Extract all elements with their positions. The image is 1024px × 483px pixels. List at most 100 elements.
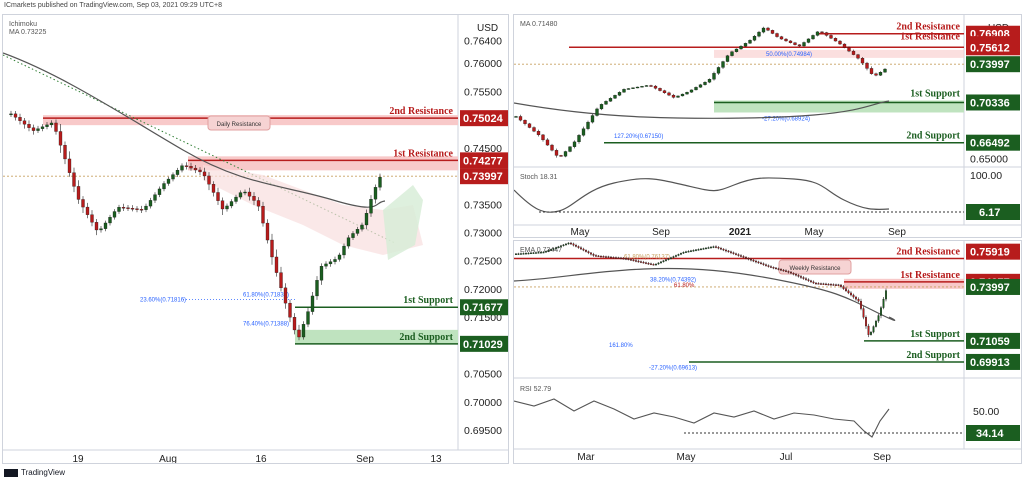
h4-r2-tag: 0.75919: [970, 247, 1010, 259]
candle-body: [252, 196, 256, 201]
candle-body: [234, 196, 238, 202]
candle-body: [577, 135, 581, 143]
candle-body: [725, 55, 730, 62]
candle-body: [810, 280, 812, 283]
candle-body: [58, 131, 63, 146]
h4-chart-pane[interactable]: EMA 0.73447USDWeekly Resistance38.20%(0.…: [513, 240, 1022, 464]
candle-body: [847, 47, 851, 52]
candle-body: [835, 284, 837, 286]
weekly-r1b-tag-bg: [966, 39, 1020, 56]
candle-body: [757, 31, 761, 37]
candle-body: [369, 199, 373, 214]
candle-body: [45, 124, 49, 127]
candle-body: [337, 254, 342, 260]
candle-body: [658, 88, 662, 91]
candle-body: [737, 254, 740, 256]
candle-body: [572, 243, 575, 246]
daily-s2-name: 2nd Support: [399, 332, 453, 343]
fib-61-label: 61.80%: [674, 283, 695, 289]
daily-r2-tag-bg: [460, 110, 508, 127]
h4-r2-name: 2nd Resistance: [896, 246, 960, 257]
x-tick-label: 2021: [729, 227, 752, 237]
candle-body: [882, 298, 885, 308]
daily-chart-pane[interactable]: Ichimoku MA 0.73225 USD 0.76400 0.76000 0.755…: [2, 14, 509, 464]
candle-body: [852, 294, 855, 298]
candle-body: [692, 250, 695, 252]
rsi-line: [514, 398, 890, 438]
candle-body: [570, 242, 572, 245]
fib-50-label: 50.00%(0.74984): [766, 52, 812, 58]
candle-body: [328, 261, 333, 265]
candle-body: [586, 121, 590, 129]
candle-body: [807, 279, 810, 281]
footer-label: TradingView: [21, 468, 66, 477]
candle-body: [76, 186, 81, 200]
candle-body: [36, 128, 40, 131]
candle-body: [274, 256, 279, 273]
candle-body: [830, 284, 832, 286]
candle-body: [775, 33, 779, 37]
candle-body: [790, 271, 792, 274]
candle-body: [577, 246, 580, 248]
h4-r1-name: 1st Resistance: [900, 270, 960, 281]
candle-body: [540, 252, 542, 254]
y-tick-label: 0.75500: [464, 86, 502, 98]
publisher-header: ICmarkets published on TradingView.com, …: [4, 2, 222, 9]
candle-body: [640, 86, 644, 88]
candle-body: [90, 214, 94, 223]
weekly-s2-tag: 0.66492: [970, 138, 1010, 150]
h4-res-zone: [844, 278, 964, 289]
y-tick-label: 0.70000: [464, 397, 502, 409]
candle-body: [175, 169, 180, 175]
candle-body: [762, 263, 765, 265]
candle-body: [802, 277, 805, 279]
candle-body: [650, 263, 652, 265]
candle-body: [622, 258, 625, 260]
candle-body: [677, 254, 680, 256]
y-tick-label: 0.65000: [970, 153, 1008, 165]
candle-body: [742, 256, 745, 258]
candle-body: [715, 246, 717, 248]
candle-body: [878, 72, 883, 76]
candle-body: [520, 253, 522, 255]
candle-body: [870, 331, 872, 335]
candle-body: [514, 116, 518, 118]
candle-body: [730, 251, 732, 253]
h4-s2-tag: 0.69913: [970, 357, 1010, 369]
candle-body: [642, 261, 645, 264]
candle-body: [820, 31, 824, 34]
candle-body: [703, 81, 707, 85]
candle-body: [121, 207, 126, 209]
candle-body: [775, 267, 777, 270]
currency-label: USD: [477, 23, 498, 34]
candle-body: [697, 249, 700, 251]
weekly-chart-pane[interactable]: MA 0.71480USD50.00%(0.74984)-27.20%(0.68…: [513, 14, 1022, 238]
candle-body: [587, 251, 590, 254]
candle-body: [378, 176, 382, 188]
candle-body: [815, 282, 817, 285]
candle-body: [653, 85, 658, 89]
candle-body: [717, 247, 720, 249]
candle-body: [632, 259, 635, 262]
candle-body: [752, 36, 757, 41]
candle-body: [518, 116, 523, 121]
candle-body: [631, 87, 635, 89]
candle-body: [766, 27, 770, 31]
candle-body: [139, 209, 144, 211]
candle-body: [126, 207, 130, 209]
candle-body: [590, 252, 592, 255]
candle-body: [845, 288, 847, 292]
candle-body: [555, 247, 557, 249]
candle-body: [202, 171, 207, 177]
candle-body: [833, 38, 838, 42]
candle-body: [148, 200, 153, 207]
candle-body: [522, 253, 525, 255]
moving-average-line: [514, 100, 890, 119]
candle-body: [94, 222, 99, 231]
weekly-current-tag-bg: [966, 56, 1020, 73]
candle-body: [581, 128, 586, 136]
candle-body: [695, 249, 697, 251]
candle-body: [600, 255, 602, 258]
h4-r2-tag-bg: [966, 243, 1020, 260]
